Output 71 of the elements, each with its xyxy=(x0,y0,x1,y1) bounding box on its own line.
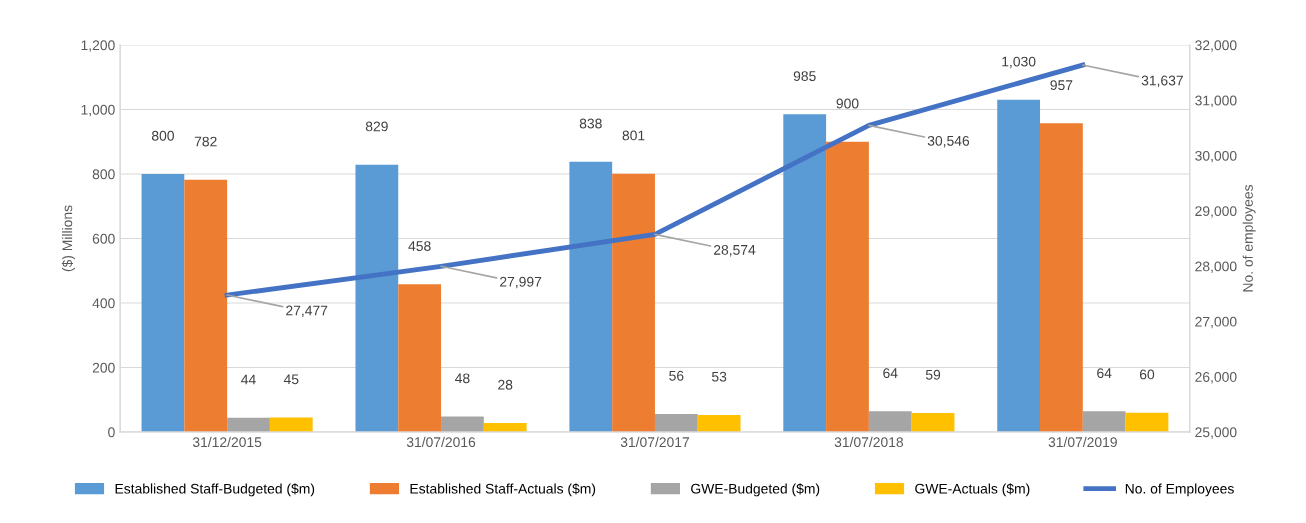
data-label: 53 xyxy=(711,371,727,382)
y-tick-label: 1,200 xyxy=(81,40,115,52)
y-tick-label: 1,000 xyxy=(81,104,115,117)
bar xyxy=(569,161,613,432)
x-tick-label: 31/07/2018 xyxy=(834,436,904,448)
data-label: 64 xyxy=(883,368,898,379)
y2-tick-label: 32,000 xyxy=(1195,40,1237,52)
bar xyxy=(184,179,228,432)
x-tick-label: 31/12/2015 xyxy=(192,436,262,448)
data-label: 28,574 xyxy=(713,244,756,257)
legend-label: GWE-Actuals ($m) xyxy=(915,483,1030,497)
data-label: 782 xyxy=(194,136,217,147)
bar xyxy=(1082,411,1126,432)
x-tick-label: 31/07/2016 xyxy=(406,436,476,448)
y2-tick-label: 28,000 xyxy=(1195,261,1237,273)
data-label: 800 xyxy=(151,130,174,141)
bar xyxy=(141,173,185,432)
bar xyxy=(441,416,484,432)
data-label: 458 xyxy=(408,241,431,251)
data-label: 985 xyxy=(793,71,816,82)
data-label: 27,997 xyxy=(500,276,542,289)
bar xyxy=(269,417,313,432)
bar xyxy=(398,284,442,432)
bar xyxy=(911,412,955,432)
y2-tick-label: 27,000 xyxy=(1195,316,1237,329)
data-label: 829 xyxy=(365,121,388,132)
y-tick-label: 0 xyxy=(108,427,115,438)
y-tick-label: 800 xyxy=(92,169,115,180)
y2-tick-label: 25,000 xyxy=(1195,427,1237,439)
data-label: 801 xyxy=(622,130,645,141)
data-label: 31,637 xyxy=(1141,75,1183,88)
legend-label: GWE-Budgeted ($m) xyxy=(691,483,820,497)
data-label: 28 xyxy=(498,379,513,390)
bar xyxy=(997,99,1041,432)
bar xyxy=(654,413,698,432)
bar xyxy=(783,114,827,432)
data-label: 1,030 xyxy=(1002,56,1036,69)
bar xyxy=(868,411,912,432)
bar xyxy=(227,417,270,432)
data-label: 60 xyxy=(1139,369,1155,380)
legend-label: No. of Employees xyxy=(1125,483,1234,497)
bar xyxy=(697,414,741,432)
x-tick-label: 31/07/2017 xyxy=(620,436,690,448)
y-axis-title: ($) Millions xyxy=(61,205,75,272)
data-label: 44 xyxy=(241,374,256,385)
data-label: 56 xyxy=(669,370,684,381)
x-tick-label: 31/07/2019 xyxy=(1048,436,1117,448)
y-tick-label: 200 xyxy=(92,362,115,373)
y-tick-label: 600 xyxy=(92,233,115,244)
y2-tick-label: 29,000 xyxy=(1195,206,1237,218)
bar xyxy=(826,141,869,432)
y2-tick-label: 31,000 xyxy=(1195,95,1237,108)
legend-label: Established Staff-Budgeted ($m) xyxy=(115,483,315,497)
data-label: 27,477 xyxy=(286,305,328,318)
y2-axis-title: No. of employees xyxy=(1242,184,1256,292)
bar xyxy=(355,164,399,432)
y2-tick-label: 30,000 xyxy=(1195,150,1237,163)
data-label: 45 xyxy=(283,374,299,385)
y2-tick-label: 26,000 xyxy=(1195,372,1237,384)
data-label: 48 xyxy=(455,373,470,384)
data-label: 900 xyxy=(836,98,859,109)
y-tick-label: 400 xyxy=(92,298,115,309)
bar xyxy=(1125,412,1169,432)
data-label: 957 xyxy=(1050,80,1073,91)
data-label: 64 xyxy=(1097,368,1112,379)
data-label: 30,546 xyxy=(927,135,970,148)
legend-label: Established Staff-Actuals ($m) xyxy=(410,483,596,497)
bar xyxy=(1040,123,1083,432)
data-label: 838 xyxy=(579,118,602,129)
bar xyxy=(612,173,655,432)
data-label: 59 xyxy=(925,369,941,380)
